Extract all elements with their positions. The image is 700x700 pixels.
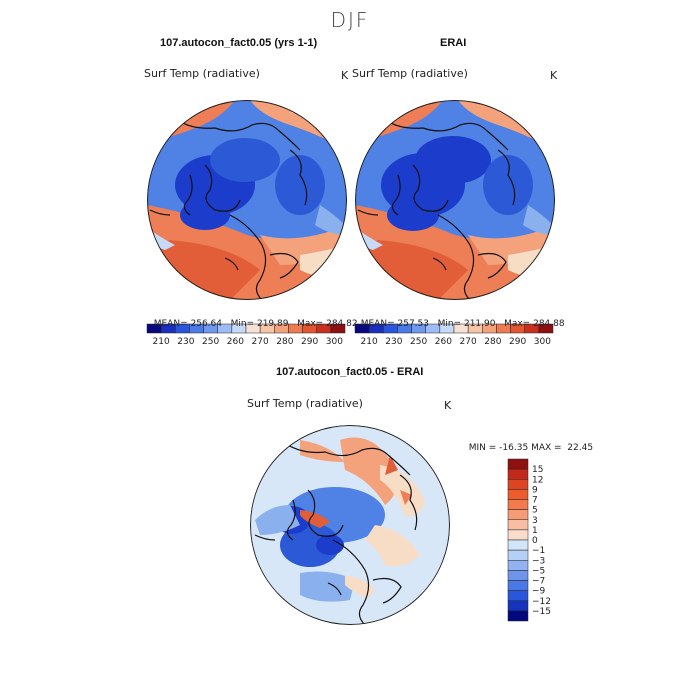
colorbar-obs: 210 230 250 260 270 280 290 300 xyxy=(354,323,554,347)
colorbar-tick-label: −15 xyxy=(532,607,551,617)
max-value: 284.82 xyxy=(326,319,358,329)
colorbar-swatch xyxy=(507,549,529,561)
colorbar-swatch xyxy=(507,499,529,510)
max-label: MAX = xyxy=(531,443,562,453)
panel-title-model: 107.autocon_fact0.05 (yrs 1-1) xyxy=(160,37,318,49)
colorbar-tick-label: 280 xyxy=(276,337,293,347)
colorbar-tick-label: −3 xyxy=(532,556,545,566)
min-label: Min= xyxy=(437,319,462,329)
colorbar-swatch xyxy=(507,458,529,470)
colorbar-swatch xyxy=(507,570,529,581)
colorbar-tick-label: 300 xyxy=(326,337,343,347)
colorbar-tick-label: 230 xyxy=(177,337,194,347)
min-value: -16.35 xyxy=(499,443,529,453)
colorbar-swatch xyxy=(507,600,529,612)
colorbar-tick-label: 5 xyxy=(532,506,538,516)
units-label-model: K xyxy=(341,69,349,82)
panel-title-diff: 107.autocon_fact0.05 - ERAI xyxy=(276,366,424,378)
colorbar-tick-label: −12 xyxy=(532,597,551,607)
colorbar-tick-label: 270 xyxy=(460,337,477,347)
stats-model: MEAN= 256.64 Min= 219.89 Max= 284.82 xyxy=(148,309,358,329)
mean-value: 257.53 xyxy=(397,319,430,329)
colorbar-tick-label: 300 xyxy=(534,337,551,347)
colorbar-tick-label: 280 xyxy=(484,337,501,347)
colorbar-model: 210 230 250 260 270 280 290 300 xyxy=(146,323,346,347)
colorbar-swatch xyxy=(538,323,554,334)
colorbar-tick-label: 9 xyxy=(532,485,538,495)
colorbar-tick-label: 1 xyxy=(532,526,538,536)
colorbar-tick-label: 250 xyxy=(202,337,219,347)
colorbar-swatch xyxy=(507,509,529,520)
variable-label-diff: Surf Temp (radiative) xyxy=(247,397,363,410)
colorbar-tick-label: 290 xyxy=(509,337,526,347)
panel-title-obs: ERAI xyxy=(440,37,467,49)
colorbar-swatch xyxy=(507,479,529,490)
colorbar-tick-label: 230 xyxy=(385,337,402,347)
colorbar-swatch xyxy=(507,580,529,591)
colorbar-tick-label: 12 xyxy=(532,475,543,485)
min-label: Min= xyxy=(230,319,255,329)
colorbar-swatch xyxy=(507,610,529,622)
min-value: 219.89 xyxy=(256,319,289,329)
units-label-diff: K xyxy=(444,399,452,412)
colorbar-swatch xyxy=(507,489,529,500)
colorbar-tick-label: 210 xyxy=(153,337,170,347)
stats-obs: MEAN= 257.53 Min= 211.90 Max= 284.88 xyxy=(355,309,565,329)
mean-value: 256.64 xyxy=(190,319,223,329)
colorbar-tick-label: 15 xyxy=(532,465,543,475)
colorbar-tick-label: 0 xyxy=(532,536,538,546)
variable-label-obs: Surf Temp (radiative) xyxy=(352,67,468,80)
colorbar-tick-label: −7 xyxy=(532,577,545,587)
min-value: 211.90 xyxy=(463,319,496,329)
colorbar-tick-label: 290 xyxy=(301,337,318,347)
max-value: 284.88 xyxy=(533,319,565,329)
colorbar-tick-label: 260 xyxy=(435,337,452,347)
colorbar-swatch xyxy=(507,519,529,531)
colorbar-tick-label: 250 xyxy=(410,337,427,347)
variable-label-model: Surf Temp (radiative) xyxy=(144,67,260,80)
units-label-obs: K xyxy=(550,69,558,82)
polar-map-model xyxy=(147,100,347,300)
colorbar-tick-label: 260 xyxy=(227,337,244,347)
polar-map-obs xyxy=(355,100,555,300)
colorbar-swatch xyxy=(507,529,529,541)
colorbar-tick-label: −9 xyxy=(532,587,546,597)
mean-label: MEAN= xyxy=(153,319,188,329)
colorbar-swatch xyxy=(507,590,529,601)
polar-map-diff xyxy=(250,425,450,625)
colorbar-swatch xyxy=(507,539,529,551)
max-label: Max= xyxy=(504,319,531,329)
colorbar-swatch xyxy=(507,560,529,571)
colorbar-swatch xyxy=(507,468,529,480)
stats-diff: MIN = -16.35 MAX = 22.45 xyxy=(463,433,593,453)
mean-label: MEAN= xyxy=(360,319,395,329)
colorbar-tick-label: −1 xyxy=(532,546,545,556)
colorbar-tick-label: 3 xyxy=(532,516,538,526)
colorbar-swatch xyxy=(330,323,346,334)
figure-title: DJF xyxy=(330,8,370,32)
max-value: 22.45 xyxy=(567,443,594,453)
colorbar-tick-label: 270 xyxy=(252,337,269,347)
min-label: MIN = xyxy=(468,443,497,453)
colorbar-tick-label: 7 xyxy=(532,496,538,506)
colorbar-tick-label: 210 xyxy=(361,337,378,347)
colorbar-tick-label: −5 xyxy=(532,566,545,576)
max-label: Max= xyxy=(297,319,324,329)
